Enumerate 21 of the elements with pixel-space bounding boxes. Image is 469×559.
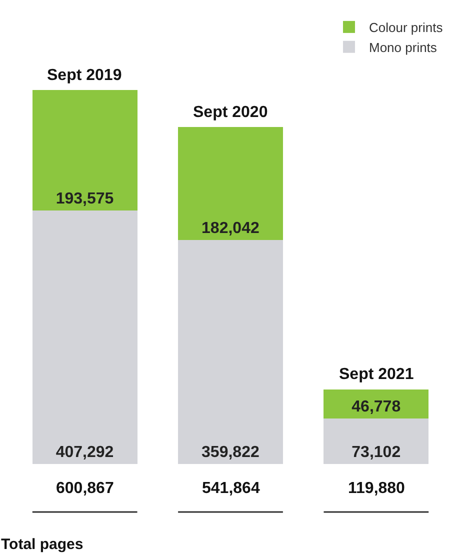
x-tick-label: Sept 2020 <box>193 104 268 121</box>
bar <box>178 126 283 240</box>
x-tick-label: Sept 2019 <box>47 67 122 84</box>
data-label: 193,575 <box>56 190 114 208</box>
data-label: 182,042 <box>202 220 260 238</box>
total-label: 119,880 <box>348 480 406 497</box>
total-label: 541,864 <box>202 480 260 497</box>
total-label: 600,867 <box>56 480 114 497</box>
legend-label: Colour prints <box>369 20 444 36</box>
legend-label: Mono prints <box>369 40 438 55</box>
bar <box>32 90 138 211</box>
bar <box>324 389 429 419</box>
x-tick-label: Sept 2021 <box>339 366 414 383</box>
data-label: 407,292 <box>56 444 114 461</box>
data-label: 359,822 <box>202 444 260 461</box>
text: Total pages <box>1 536 84 553</box>
data-label: 73,102 <box>352 444 401 461</box>
data-label: 46,778 <box>352 398 401 416</box>
bar <box>32 210 138 464</box>
bar <box>324 418 429 464</box>
bar <box>178 240 283 464</box>
